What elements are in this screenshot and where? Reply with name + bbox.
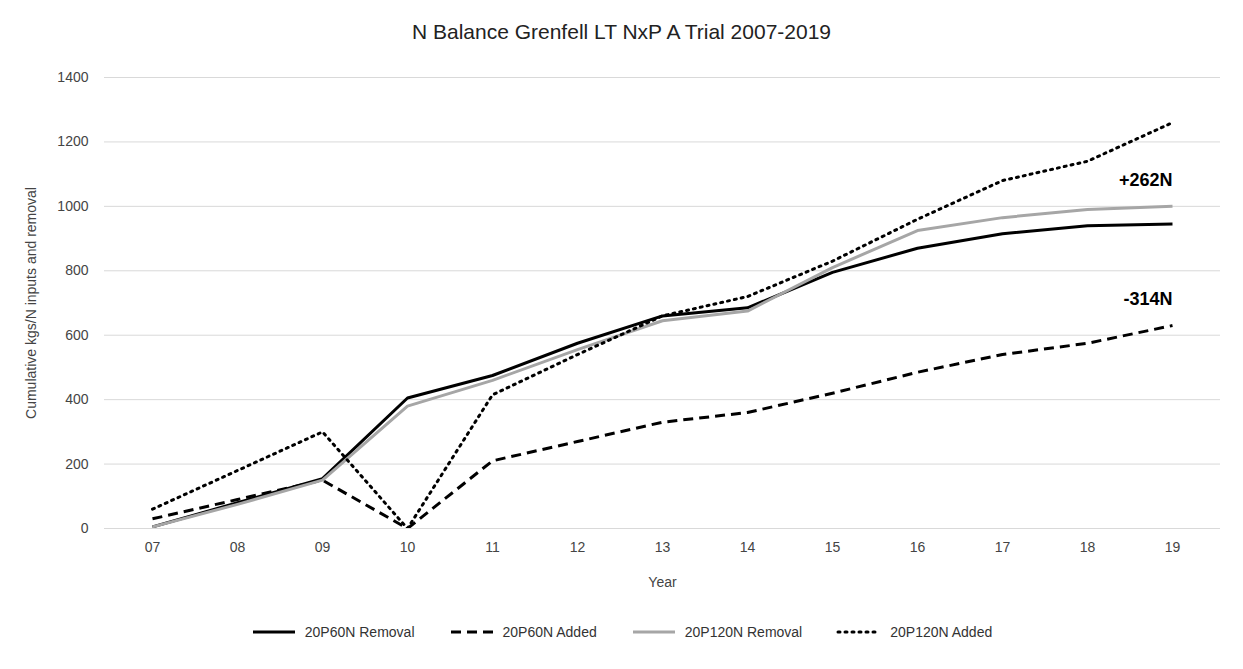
svg-text:14: 14 xyxy=(740,539,756,555)
svg-text:1200: 1200 xyxy=(57,133,88,149)
html-text:N Balance Grenfell LT NxP A Tr: N Balance Grenfell LT NxP A Trial 2007-2… xyxy=(412,20,831,43)
svg-text:Year: Year xyxy=(648,574,677,590)
svg-text:1400: 1400 xyxy=(57,69,88,85)
svg-text:18: 18 xyxy=(1080,539,1096,555)
svg-text:200: 200 xyxy=(65,456,89,472)
svg-text:0: 0 xyxy=(81,520,89,536)
html-text:20P60N Added: 20P60N Added xyxy=(502,624,597,640)
svg-text:11: 11 xyxy=(485,539,500,555)
svg-text:09: 09 xyxy=(315,539,331,555)
html-text:20P60N Removal: 20P60N Removal xyxy=(304,624,415,640)
svg-text:400: 400 xyxy=(65,391,89,407)
svg-text:10: 10 xyxy=(400,539,416,555)
html-text:20P120N Added: 20P120N Added xyxy=(890,624,993,640)
svg-text:08: 08 xyxy=(230,539,246,555)
svg-text:12: 12 xyxy=(570,539,586,555)
svg-text:1000: 1000 xyxy=(57,198,88,214)
svg-text:Cumulative kgs/N inputs and re: Cumulative kgs/N inputs and removal xyxy=(23,187,39,419)
svg-text:13: 13 xyxy=(655,539,671,555)
svg-text:15: 15 xyxy=(825,539,841,555)
svg-text:600: 600 xyxy=(65,327,89,343)
svg-text:-314N: -314N xyxy=(1123,289,1172,309)
svg-text:19: 19 xyxy=(1165,539,1181,555)
svg-text:17: 17 xyxy=(995,539,1011,555)
svg-text:16: 16 xyxy=(910,539,926,555)
svg-text:+262N: +262N xyxy=(1119,170,1173,190)
svg-text:07: 07 xyxy=(145,539,161,555)
html-text:20P120N Removal: 20P120N Removal xyxy=(684,624,803,640)
svg-text:800: 800 xyxy=(65,262,89,278)
